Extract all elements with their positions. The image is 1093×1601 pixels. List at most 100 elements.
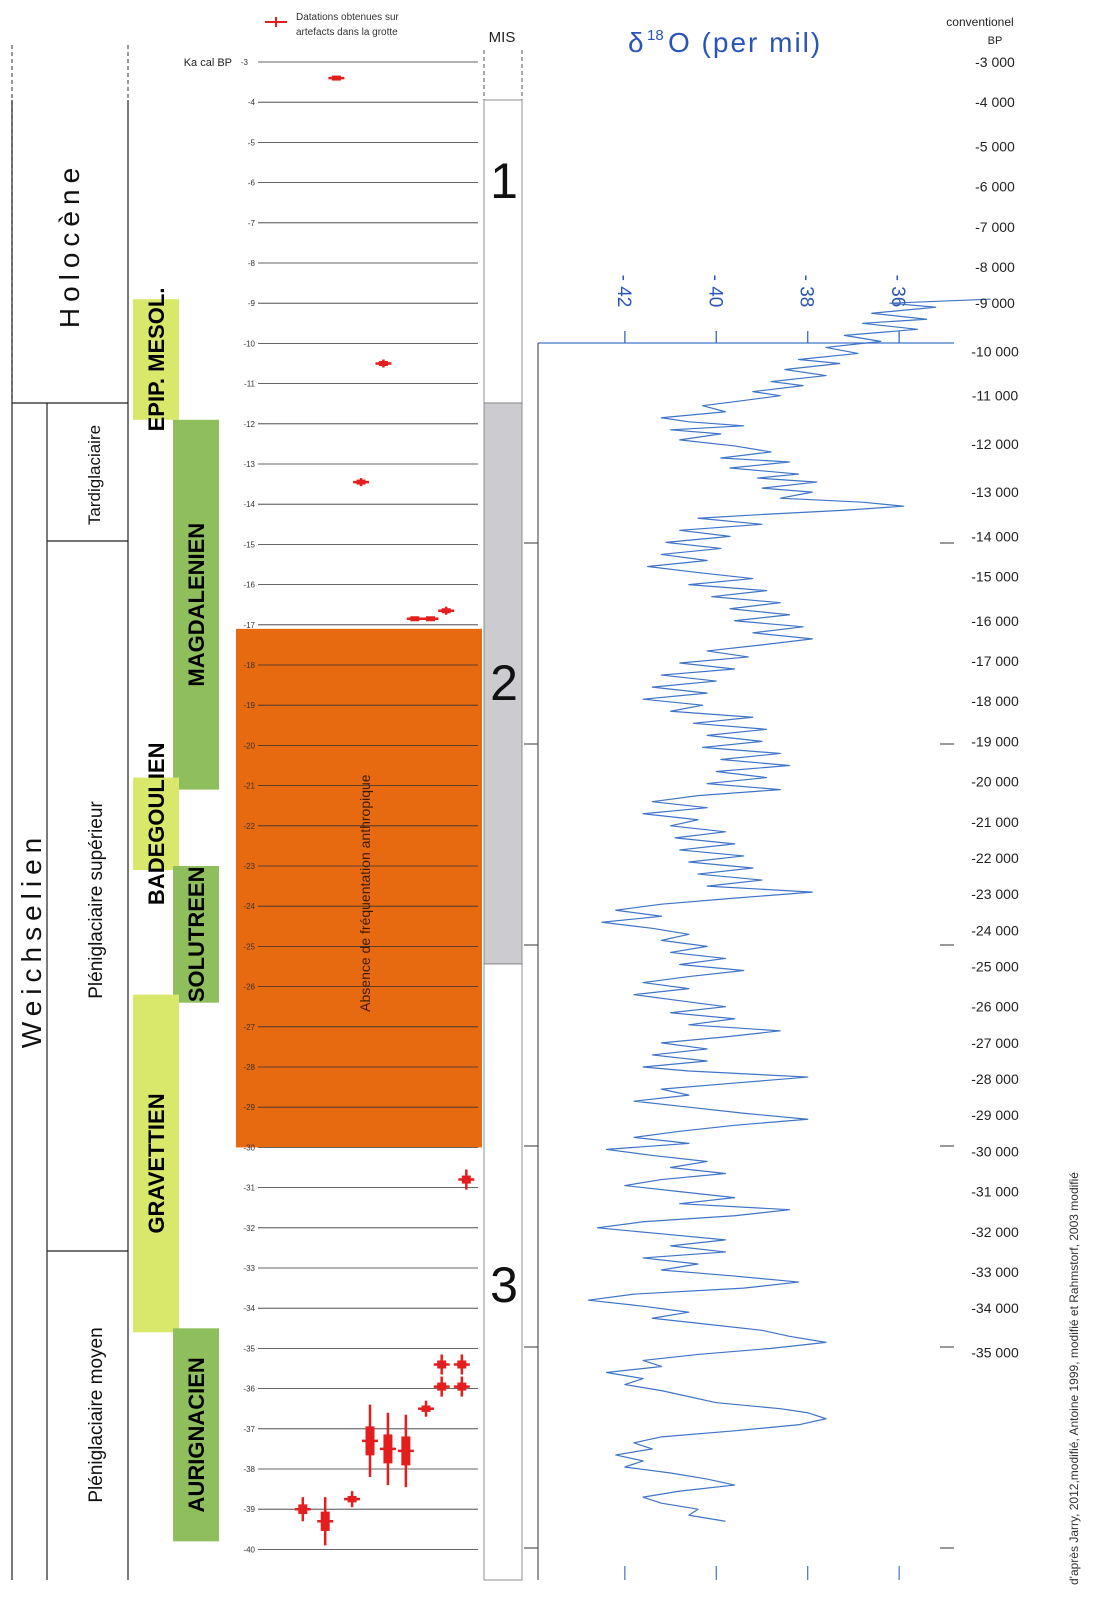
legend-text-line2: artefacts dans la grotte <box>296 27 398 38</box>
bp-tick-label: -15 000 <box>971 569 1019 585</box>
bp-tick-label: -8 000 <box>975 259 1015 275</box>
bp-tick-label: -6 000 <box>975 179 1015 195</box>
mis-stage-label: 3 <box>490 1257 518 1313</box>
period-box <box>133 299 179 420</box>
bp-tick-label: -3 000 <box>975 54 1015 70</box>
bp-tick-label: -12 000 <box>971 436 1019 452</box>
mis-stage-label: 2 <box>490 655 518 711</box>
absence-rect <box>236 628 482 1148</box>
bp-tick-label: -7 000 <box>975 219 1015 235</box>
x-tick-label: - 36 <box>887 275 908 308</box>
chart-title-delta: δ <box>628 27 644 58</box>
ka-tick-label: -29 <box>243 1103 255 1112</box>
period-box <box>133 777 179 871</box>
ka-tick-label: -36 <box>243 1385 255 1394</box>
chronostratigraphy-columns: Holocène Weichselien Tardiglaciaire Plén… <box>11 45 129 1580</box>
period-label: SOLUTREEN <box>184 866 209 1002</box>
x-tick-label: - 40 <box>704 275 725 308</box>
ka-tick-label: -20 <box>243 741 255 750</box>
ka-tick-label: -37 <box>243 1425 255 1434</box>
bp-tick-label: -9 000 <box>975 295 1015 311</box>
bp-tick-label: -18 000 <box>971 693 1019 709</box>
datation-marker <box>457 1360 467 1369</box>
ka-tick-label: -27 <box>243 1023 255 1032</box>
ka-axis-title: Ka cal BP <box>184 57 232 69</box>
ka-tick-label: -16 <box>243 581 255 590</box>
bp-tick-label: -22 000 <box>971 850 1019 866</box>
mis-stage <box>483 402 523 965</box>
period-label: MAGDALENIEN <box>184 523 209 687</box>
ka-tick-label: -22 <box>243 822 255 831</box>
datation-marker <box>461 1175 471 1184</box>
ka-tick-label: -26 <box>243 983 255 992</box>
d18o-chart: δ 18 O (per mil) - 42 - 40 - 38 - 36 <box>524 27 991 1580</box>
bp-tick-label: -35 000 <box>971 1344 1019 1360</box>
period-label: EPIP. MESOL. <box>144 288 169 432</box>
ka-tick-label: -39 <box>243 1505 255 1514</box>
ka-tick-label: -14 <box>243 500 255 509</box>
ka-tick-label: -33 <box>243 1264 255 1273</box>
ka-tick-label: -15 <box>243 540 255 549</box>
ka-tick-label: -32 <box>243 1224 255 1233</box>
mis-title: MIS <box>489 29 516 46</box>
holocene-label: Holocène <box>54 162 85 328</box>
ka-tick-label: -40 <box>243 1545 255 1554</box>
bp-tick-label: -4 000 <box>975 94 1015 110</box>
ka-tick-label: -7 <box>248 219 256 228</box>
bp-tick-label: -30 000 <box>971 1143 1019 1159</box>
datation-marker <box>401 1436 411 1466</box>
pleniglaciaire-moyen-label: Pléniglaciaire moyen <box>86 1327 107 1502</box>
period-label: AURIGNACIEN <box>184 1357 209 1512</box>
mis-stage-label: 1 <box>490 153 518 209</box>
ka-tick-label: -23 <box>243 862 255 871</box>
bp-tick-label: -24 000 <box>971 922 1019 938</box>
credit-text: d'après Jarry, 2012,modifié, Antoine 199… <box>1067 1172 1081 1585</box>
datation-marker <box>356 479 366 485</box>
bp-tick-label: -21 000 <box>971 814 1019 830</box>
bp-tick-label: -32 000 <box>971 1224 1019 1240</box>
bp-tick-label: -23 000 <box>971 886 1019 902</box>
bp-tick-label: -11 000 <box>972 388 1019 404</box>
bp-tick-label: -28 000 <box>971 1071 1019 1087</box>
weichselien-label: Weichselien <box>16 832 47 1048</box>
bp-axis: conventionel BP -3 000 -4 000 -5 000 -6 000 -7… <box>946 15 1019 1360</box>
datation-marker <box>437 1382 447 1391</box>
datation-marker <box>347 1495 357 1503</box>
legend: Datations obtenues sur artefacts dans la… <box>265 12 400 38</box>
ka-tick-label: -17 <box>243 621 255 630</box>
ka-tick-label: -3 <box>241 58 249 67</box>
pleniglaciaire-superieur-label: Pléniglaciaire supérieur <box>86 801 107 999</box>
datation-marker <box>457 1382 467 1391</box>
period-box <box>173 1328 219 1542</box>
x-tick-label: - 38 <box>796 275 817 308</box>
tardiglaciaire-label: Tardiglaciaire <box>85 425 104 525</box>
mis-stage <box>483 963 523 1581</box>
ka-tick-label: -9 <box>248 299 256 308</box>
bp-tick-label: -5 000 <box>975 138 1015 154</box>
ka-tick-label: -25 <box>243 942 255 951</box>
legend-text-line1: Datations obtenues sur <box>296 12 400 23</box>
ka-tick-label: -4 <box>248 98 256 107</box>
ka-tick-label: -38 <box>243 1465 255 1474</box>
absence-label: Absence de fréquentation anthropique <box>357 774 373 1012</box>
bp-tick-label: -17 000 <box>971 653 1019 669</box>
datation-marker <box>378 361 388 366</box>
period-box <box>173 419 219 790</box>
period-box <box>173 866 219 1003</box>
ka-tick-label: -34 <box>243 1304 255 1313</box>
ka-tick-label: -35 <box>243 1344 255 1353</box>
ka-tick-label: -13 <box>243 460 255 469</box>
ka-axis: Ka cal BP -3 -4 -5 -6 -7 -8 -9 -10 -11 -12 -13 -14 -… <box>184 57 478 1554</box>
ka-tick-label: -28 <box>243 1063 255 1072</box>
bp-axis-subtitle: BP <box>988 35 1003 47</box>
datation-marker <box>331 75 341 81</box>
ka-tick-label: -8 <box>248 259 256 268</box>
ka-tick-label: -12 <box>243 420 255 429</box>
bp-tick-label: -33 000 <box>971 1264 1019 1280</box>
bp-tick-label: -31 000 <box>971 1184 1019 1200</box>
bp-tick-label: -20 000 <box>971 774 1019 790</box>
bp-tick-label: -29 000 <box>971 1107 1019 1123</box>
bp-tick-label: -16 000 <box>971 613 1019 629</box>
period-label: GRAVETTIEN <box>144 1093 169 1233</box>
datation-marker <box>441 608 451 614</box>
